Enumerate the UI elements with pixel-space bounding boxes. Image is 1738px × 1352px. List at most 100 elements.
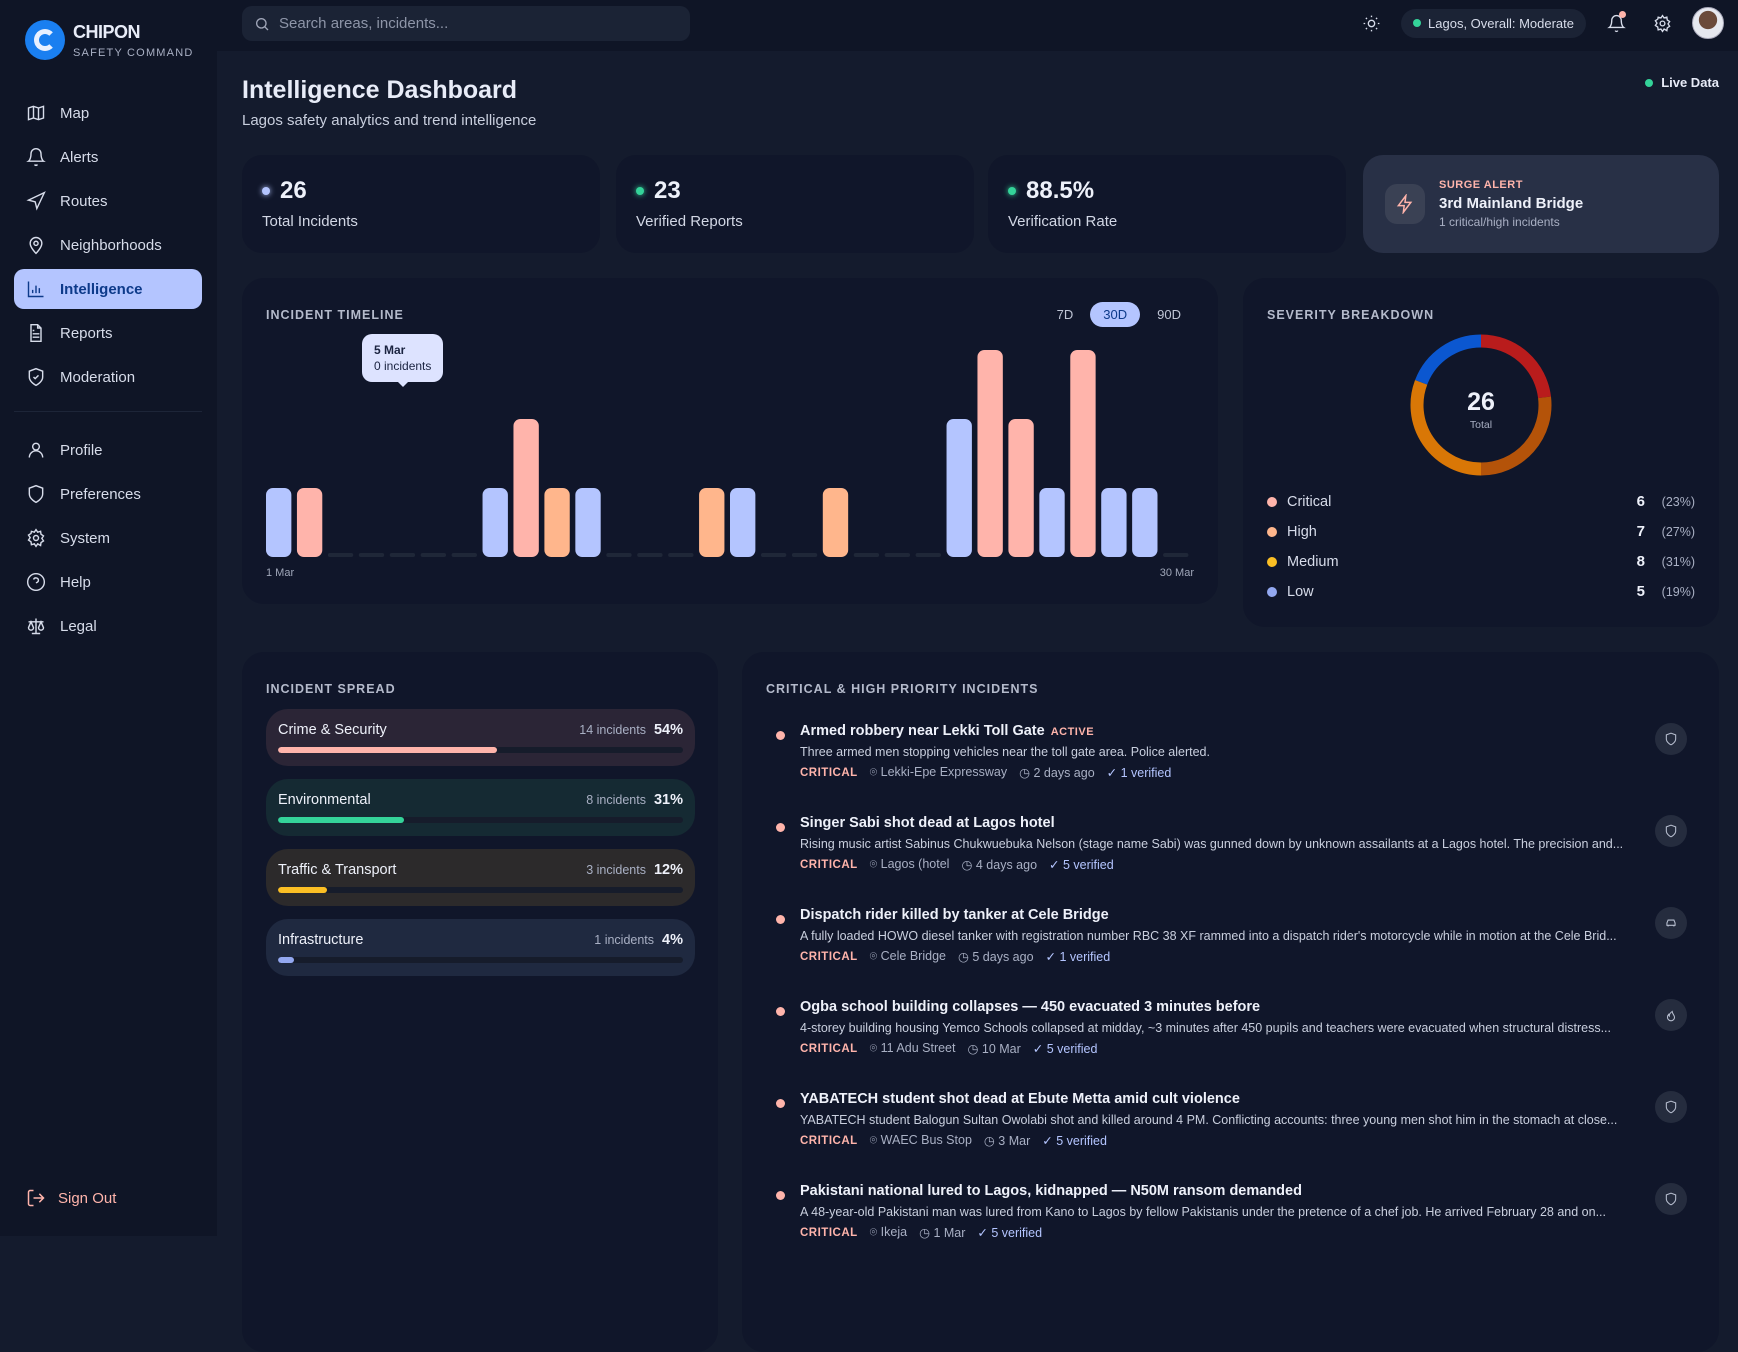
spread-item[interactable]: Infrastructure 1 incidents 4%: [266, 919, 695, 976]
range-90d-button[interactable]: 90D: [1157, 307, 1181, 322]
sign-out-button[interactable]: Sign Out: [26, 1188, 116, 1208]
range-7d-button[interactable]: 7D: [1056, 307, 1074, 322]
legend-dot: [1267, 496, 1277, 507]
incident-item[interactable]: Dispatch rider killed by tanker at Cele …: [766, 907, 1695, 987]
sidebar-item-label: Neighborhoods: [60, 236, 162, 254]
bar-chart-icon: [27, 281, 44, 298]
timeline-bar[interactable]: [884, 553, 911, 557]
timeline-bar[interactable]: [513, 419, 539, 557]
brand-logo[interactable]: CHIPON SAFETY COMMAND: [25, 20, 194, 60]
donut-total: 26: [1467, 388, 1495, 416]
timeline-bar[interactable]: [1101, 488, 1127, 557]
sidebar-item-routes[interactable]: Routes: [14, 181, 202, 221]
legend-dot: [1267, 586, 1277, 597]
sidebar-item-neighborhoods[interactable]: Neighborhoods: [14, 225, 202, 265]
legend-count: 6: [1636, 493, 1645, 510]
timeline-bar[interactable]: [420, 553, 447, 557]
range-30d-button[interactable]: 30D: [1090, 302, 1141, 327]
time-text: 4 days ago: [975, 858, 1038, 872]
incident-item[interactable]: YABATECH student shot dead at Ebute Mett…: [766, 1091, 1695, 1171]
spread-progress-track: [278, 817, 683, 823]
timeline-bar[interactable]: [977, 350, 1003, 557]
timeline-bar[interactable]: [730, 488, 756, 557]
incident-time: ◷ 4 days ago: [961, 858, 1038, 872]
help-circle-icon: [26, 572, 46, 592]
incident-description: Rising music artist Sabinus Chukwuebuka …: [800, 837, 1624, 851]
sidebar-item-label: System: [60, 529, 111, 547]
logout-icon: [27, 1189, 45, 1207]
timeline-bar[interactable]: [791, 553, 818, 557]
timeline-bar[interactable]: [853, 553, 880, 557]
incident-item[interactable]: Pakistani national lured to Lagos, kidna…: [766, 1183, 1695, 1263]
time-text: 1 Mar: [933, 1226, 966, 1240]
incident-category-button[interactable]: [1655, 1183, 1687, 1215]
timeline-bar[interactable]: [482, 488, 508, 557]
timeline-bar[interactable]: [266, 488, 292, 557]
sidebar-item-alerts[interactable]: Alerts: [14, 137, 202, 177]
timeline-bar[interactable]: [544, 488, 570, 557]
timeline-bar[interactable]: [389, 553, 416, 557]
incident-category-button[interactable]: [1655, 907, 1687, 939]
sidebar-item-legal[interactable]: Legal: [14, 606, 202, 646]
sidebar-item-map[interactable]: Map: [14, 93, 202, 133]
city-status-pill[interactable]: Lagos, Overall: Moderate: [1401, 8, 1586, 38]
timeline-bar[interactable]: [1070, 350, 1096, 557]
donut-segment-medium[interactable]: [1410, 380, 1482, 476]
sidebar-item-help[interactable]: Help: [14, 562, 202, 602]
theme-toggle-button[interactable]: [1355, 7, 1387, 39]
incident-category-button[interactable]: [1655, 815, 1687, 847]
settings-button[interactable]: [1646, 7, 1678, 39]
donut-segment-critical[interactable]: [1480, 334, 1551, 399]
spread-item[interactable]: Crime & Security 14 incidents 54%: [266, 709, 695, 766]
incident-description: 4-storey building housing Yemco Schools …: [800, 1021, 1611, 1035]
timeline-bar[interactable]: [327, 553, 354, 557]
severity-dot: [776, 1191, 785, 1200]
timeline-bar[interactable]: [760, 553, 787, 557]
document-icon: [30, 323, 42, 343]
timeline-bar[interactable]: [915, 553, 941, 557]
timeline-bar[interactable]: [1163, 553, 1189, 557]
spread-item[interactable]: Traffic & Transport 3 incidents 12%: [266, 849, 695, 906]
sidebar-item-reports[interactable]: Reports: [14, 313, 202, 353]
timeline-bar[interactable]: [1008, 419, 1034, 557]
navigation-icon: [26, 191, 46, 211]
incident-category-button[interactable]: [1655, 999, 1687, 1031]
stat-value: 23: [654, 177, 681, 204]
incident-item[interactable]: Singer Sabi shot dead at Lagos hotel Risi…: [766, 815, 1695, 895]
timeline-bar[interactable]: [946, 419, 972, 557]
timeline-bar[interactable]: [358, 553, 385, 557]
incident-title: Ogba school building collapses — 450 eva…: [800, 999, 1261, 1015]
timeline-bar[interactable]: [637, 553, 663, 557]
spread-label: Crime & Security: [278, 722, 387, 738]
search-input[interactable]: Search areas, incidents...: [242, 6, 690, 41]
brand-name: CHIPON: [73, 21, 141, 42]
timeline-bar[interactable]: [575, 488, 601, 557]
sidebar-item-moderation[interactable]: Moderation: [14, 357, 202, 397]
user-avatar[interactable]: [1692, 7, 1724, 39]
notifications-button[interactable]: [1600, 7, 1632, 39]
timeline-bar[interactable]: [1132, 488, 1158, 557]
timeline-bar[interactable]: [451, 553, 477, 557]
timeline-bar[interactable]: [822, 488, 849, 557]
incident-category-button[interactable]: [1655, 1091, 1687, 1123]
timeline-bar[interactable]: [296, 488, 323, 557]
spread-item[interactable]: Environmental 8 incidents 31%: [266, 779, 695, 836]
timeline-bar[interactable]: [699, 488, 725, 557]
timeline-bar[interactable]: [606, 553, 632, 557]
donut-segment-high[interactable]: [1480, 396, 1552, 476]
time-text: 2 days ago: [1033, 766, 1095, 780]
incident-item[interactable]: Armed robbery near Lekki Toll Gate ACTIVE…: [766, 723, 1695, 803]
shield-icon: [1665, 732, 1677, 746]
sidebar-item-system[interactable]: System: [14, 518, 202, 558]
donut-segment-low[interactable]: [1415, 334, 1482, 385]
incident-item[interactable]: Ogba school building collapses — 450 eva…: [766, 999, 1695, 1079]
timeline-bar[interactable]: [1039, 488, 1065, 557]
surge-alert-card[interactable]: SURGE ALERT 3rd Mainland Bridge 1 critic…: [1363, 155, 1719, 253]
sidebar-item-preferences[interactable]: Preferences: [14, 474, 202, 514]
sidebar-item-profile[interactable]: Profile: [14, 430, 202, 470]
timeline-bar[interactable]: [668, 553, 694, 557]
spread-percent: 12%: [653, 862, 683, 878]
live-dot: [1645, 78, 1654, 87]
incident-category-button[interactable]: [1655, 723, 1687, 755]
sidebar-item-intelligence[interactable]: Intelligence: [14, 269, 202, 309]
